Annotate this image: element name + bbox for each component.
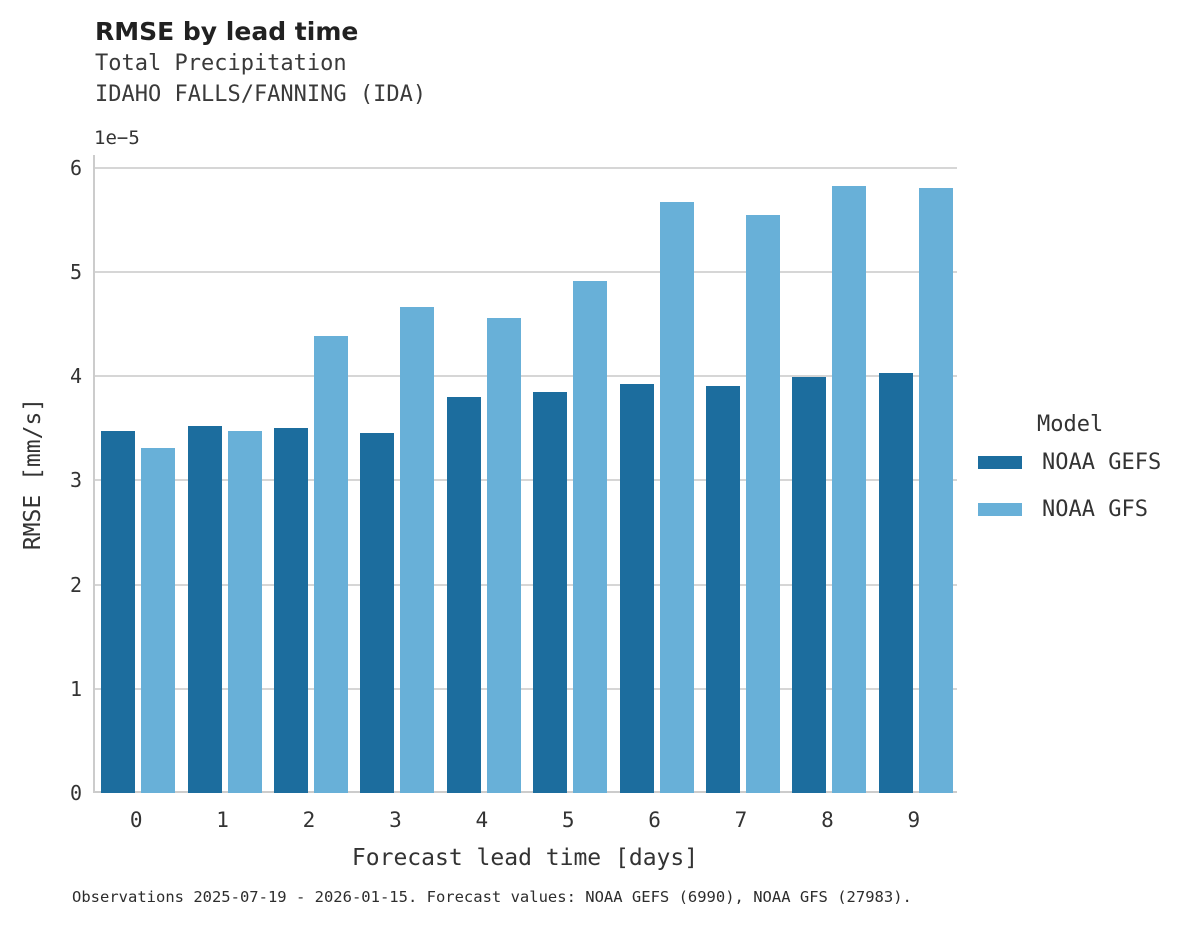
bar-noaa-gfs-lead-5 [573,281,608,793]
y-axis-offset-text: 1e−5 [94,127,140,149]
x-axis-label: Forecast lead time [days] [351,845,699,871]
x-tick-label-6: 6 [648,808,661,832]
bar-noaa-gefs-lead-6 [619,384,654,793]
legend-title: Model [1037,412,1104,437]
chart-subtitle-variable: Total Precipitation [95,51,347,76]
legend-entry-label: NOAA GFS [1042,497,1148,522]
x-tick-label-7: 7 [734,808,748,832]
bar-noaa-gefs-lead-7 [706,386,740,793]
legend-swatch-icon [978,503,1022,516]
y-tick-label-6: 6 [69,155,82,180]
y-tick-label-3: 3 [69,468,82,493]
x-tick-label-2: 2 [302,808,316,832]
y-tick-label-2: 2 [69,572,82,597]
x-tick-label-4: 4 [475,808,489,832]
legend-entry-noaa-gefs: NOAA GEFS [978,450,1161,475]
bar-noaa-gfs-lead-7 [746,215,780,793]
bar-noaa-gfs-lead-3 [400,307,435,793]
footer-caption: Observations 2025-07-19 - 2026-01-15. Fo… [72,888,912,906]
bar-noaa-gfs-lead-1 [227,431,262,793]
bar-noaa-gefs-lead-1 [187,426,222,793]
plot-area [93,155,957,793]
y-axis-label: RMSE [mm/s] [20,397,46,551]
legend: Model NOAA GEFS NOAA GFS [978,412,1161,544]
bar-noaa-gefs-lead-4 [446,396,481,793]
x-tick-label-3: 3 [389,808,402,832]
y-tick-label-5: 5 [69,259,82,284]
y-tick-label-4: 4 [69,364,82,388]
legend-entry-label: NOAA GEFS [1042,450,1162,475]
x-tick-label-9: 9 [907,808,921,832]
bar-noaa-gfs-lead-9 [918,188,953,793]
x-tick-label-1: 1 [216,808,229,832]
legend-entry-noaa-gfs: NOAA GFS [978,497,1161,522]
gridline-y-1 [95,687,957,690]
bar-noaa-gefs-lead-8 [792,377,827,793]
chart-subtitle-station: IDAHO FALLS/FANNING (IDA) [95,82,427,107]
bar-noaa-gfs-lead-4 [486,317,521,793]
y-tick-label-0: 0 [69,781,82,805]
bar-noaa-gefs-lead-9 [878,372,913,793]
gridline-y-3 [95,479,957,482]
bar-noaa-gefs-lead-5 [533,391,568,793]
x-tick-label-8: 8 [821,808,834,832]
gridline-y-6 [95,166,957,169]
gridline-y-4 [95,375,957,377]
chart-title: RMSE by lead time [95,17,359,46]
y-tick-label-1: 1 [69,676,82,701]
legend-swatch-icon [978,456,1022,469]
bar-noaa-gfs-lead-0 [141,447,176,793]
bar-noaa-gefs-lead-3 [360,433,395,793]
bar-noaa-gefs-lead-2 [274,428,308,793]
gridline-y-5 [95,270,957,273]
gridline-y-2 [95,583,957,586]
bar-noaa-gfs-lead-2 [314,336,348,793]
x-tick-label-5: 5 [561,808,575,832]
bar-noaa-gfs-lead-8 [832,186,867,793]
bar-noaa-gefs-lead-0 [101,431,136,793]
bar-noaa-gfs-lead-6 [659,201,694,793]
x-tick-label-0: 0 [129,808,143,832]
